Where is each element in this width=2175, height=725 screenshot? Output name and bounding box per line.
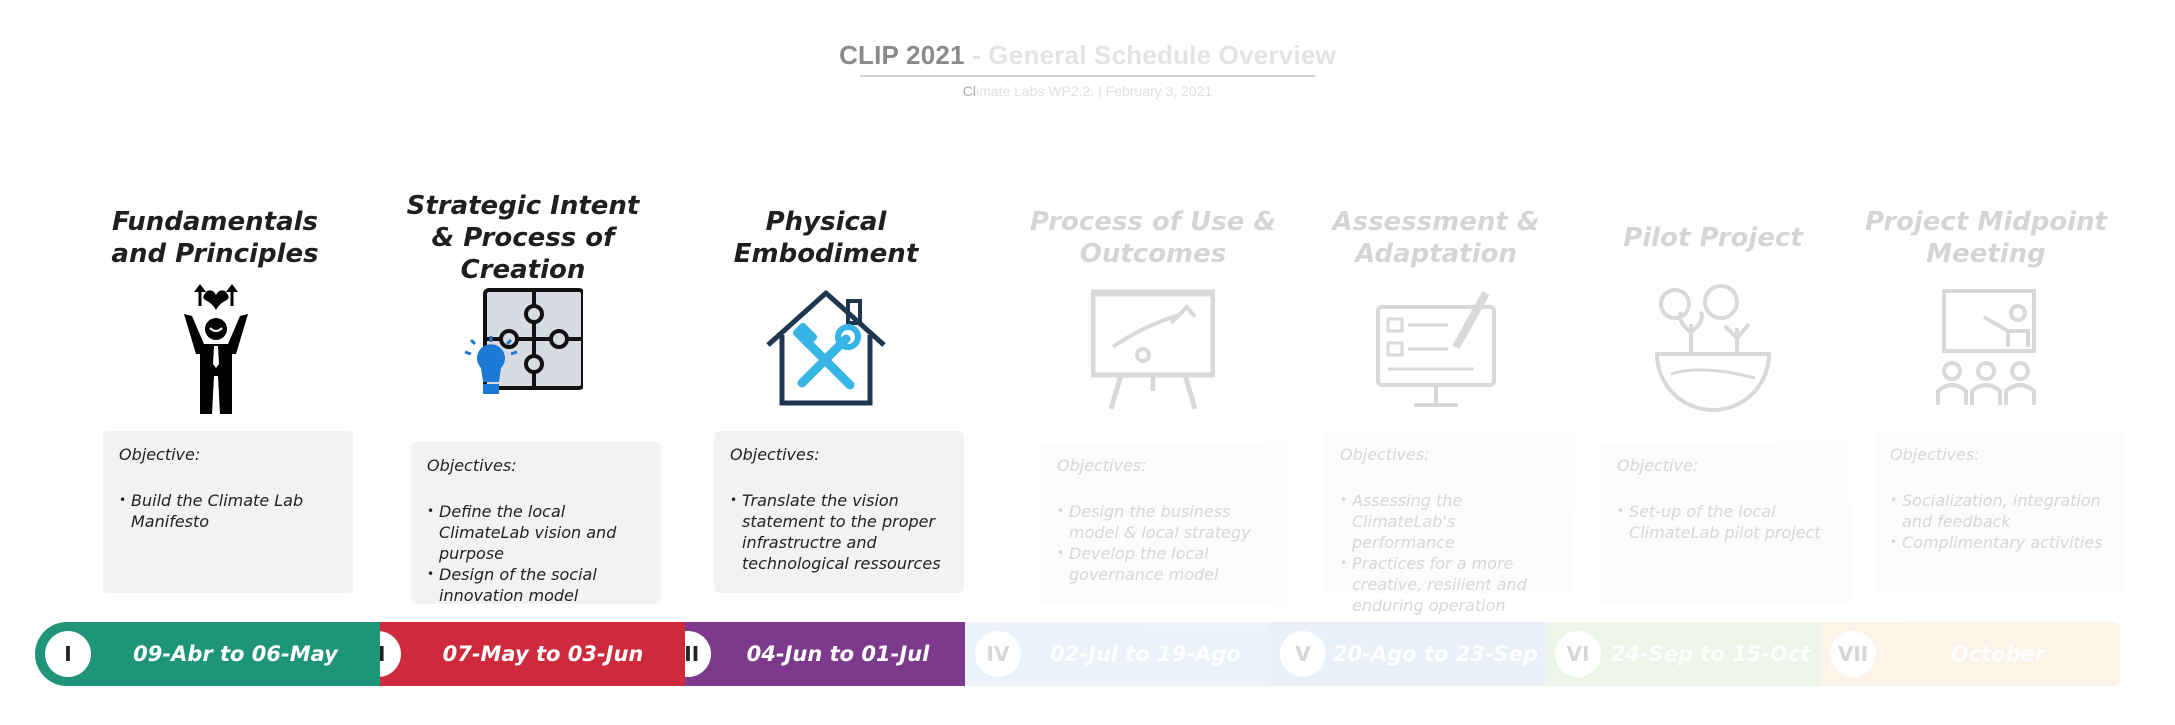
objective-item: Develop the local governance model: [1057, 543, 1275, 585]
objectives-list: Build the Climate Lab Manifesto: [119, 490, 337, 532]
objective-item: Set-up of the local ClimateLab pilot pro…: [1617, 501, 1835, 543]
phase-title: Pilot Project: [1623, 223, 1803, 253]
objectives-list: Design the business model & local strate…: [1057, 501, 1275, 585]
phase-column-7: Project Midpoint Meeting Objectives: Soc…: [1856, 205, 2124, 593]
timeline-segment-7: VII October: [1820, 622, 2120, 686]
strategy-board-icon: [1023, 279, 1283, 419]
timeline-bar: I 09-Abr to 06-May II 07-May to 03-Jun I…: [35, 622, 2135, 686]
phase-dates: 04-Jun to 01-Jul: [746, 642, 930, 666]
page-title: CLIP 2021 - General Schedule Overview: [839, 40, 1336, 70]
phase-column-5: Assessment & Adaptation Objectives: Asse…: [1306, 205, 1574, 615]
phase-number-badge: VII: [1830, 631, 1876, 677]
monitor-checklist-icon: [1306, 279, 1566, 419]
phase-title: Physical Embodiment: [733, 207, 919, 269]
objective-item: Complimentary activities: [1890, 532, 2108, 553]
earth-plants-icon: [1583, 279, 1843, 419]
objectives-card: Objectives: Socialization, integration a…: [1874, 431, 2124, 593]
objectives-card: Objective: Build the Climate Lab Manifes…: [103, 431, 353, 593]
objectives-card: Objectives: Design the business model & …: [1041, 442, 1291, 604]
objectives-list: Socialization, integration and feedback …: [1890, 490, 2108, 553]
phase-number-badge: I: [45, 631, 91, 677]
objectives-list: Assessing the ClimateLab's performance P…: [1340, 490, 1558, 616]
objective-item: Translate the vision statement to the pr…: [730, 490, 948, 574]
timeline-segment-4: IV 02-Jul to 19-Ago: [965, 622, 1270, 686]
presentation-audience-icon: [1856, 279, 2116, 419]
phase-title: Assessment & Adaptation: [1332, 207, 1540, 269]
phase-column-2: Strategic Intent & Process of Creation O…: [393, 191, 661, 605]
objective-item: Practices for a more creative, resilient…: [1340, 553, 1558, 616]
objectives-card: Objective: Set-up of the local ClimateLa…: [1601, 442, 1851, 604]
phase-title: Strategic Intent & Process of Creation: [406, 191, 640, 285]
objective-item: Design of the social innovation model: [427, 564, 645, 606]
objectives-card: Objectives: Define the local ClimateLab …: [411, 442, 661, 606]
phase-title: Project Midpoint Meeting: [1864, 207, 2108, 269]
phase-dates: 02-Jul to 19-Ago: [1050, 642, 1241, 666]
timeline-segment-5: V 20-Ago to 23-Sep: [1270, 622, 1545, 686]
timeline-segment-3: III 04-Jun to 01-Jul: [655, 622, 965, 686]
timeline-segment-6: VI 24-Sep to 15-Oct: [1545, 622, 1820, 686]
phase-column-4: Process of Use & Outcomes Objectives: De…: [1023, 205, 1291, 604]
objectives-list: Set-up of the local ClimateLab pilot pro…: [1617, 501, 1835, 543]
page-subtitle: Climate Labs WP2.2. | February 3, 2021: [962, 83, 1213, 99]
phase-column-6: Pilot Project Objective: Set-up of the l…: [1583, 205, 1851, 604]
phase-dates: 07-May to 03-Jun: [442, 642, 644, 666]
objective-item: Assessing the ClimateLab's performance: [1340, 490, 1558, 553]
objectives-list: Define the local ClimateLab vision and p…: [427, 501, 645, 606]
objective-item: Build the Climate Lab Manifesto: [119, 490, 337, 532]
header: CLIP 2021 - General Schedule Overview Cl…: [0, 40, 2175, 99]
house-tools-icon: [696, 279, 956, 419]
phase-title: Process of Use & Outcomes: [1029, 207, 1277, 269]
phase-column-1: Fundamentals and Principles Objective: B…: [85, 205, 353, 593]
phase-title: Fundamentals and Principles: [111, 207, 319, 269]
phase-number-badge: IV: [975, 631, 1021, 677]
objective-item: Design the business model & local strate…: [1057, 501, 1275, 543]
timeline-segment-2: II 07-May to 03-Jun: [345, 622, 685, 686]
objective-item: Socialization, integration and feedback: [1890, 490, 2108, 532]
person-heart-icon: [85, 279, 345, 419]
phase-number-badge: V: [1280, 631, 1326, 677]
phase-column-3: Physical Embodiment Objectives: Translat…: [696, 205, 964, 593]
title-underline: [860, 75, 1315, 77]
phase-dates: 24-Sep to 15-Oct: [1610, 642, 1811, 666]
objectives-card: Objectives: Translate the vision stateme…: [714, 431, 964, 593]
objectives-list: Translate the vision statement to the pr…: [730, 490, 948, 574]
objective-item: Define the local ClimateLab vision and p…: [427, 501, 645, 564]
objectives-card: Objectives: Assessing the ClimateLab's p…: [1324, 431, 1574, 615]
phase-dates: 20-Ago to 23-Sep: [1332, 642, 1539, 666]
phase-number-badge: VI: [1555, 631, 1601, 677]
phase-dates: 09-Abr to 06-May: [133, 642, 338, 666]
timeline-segment-1: I 09-Abr to 06-May: [35, 622, 380, 686]
puzzle-lightbulb-icon: [393, 279, 653, 419]
phase-dates: October: [1950, 642, 2046, 666]
